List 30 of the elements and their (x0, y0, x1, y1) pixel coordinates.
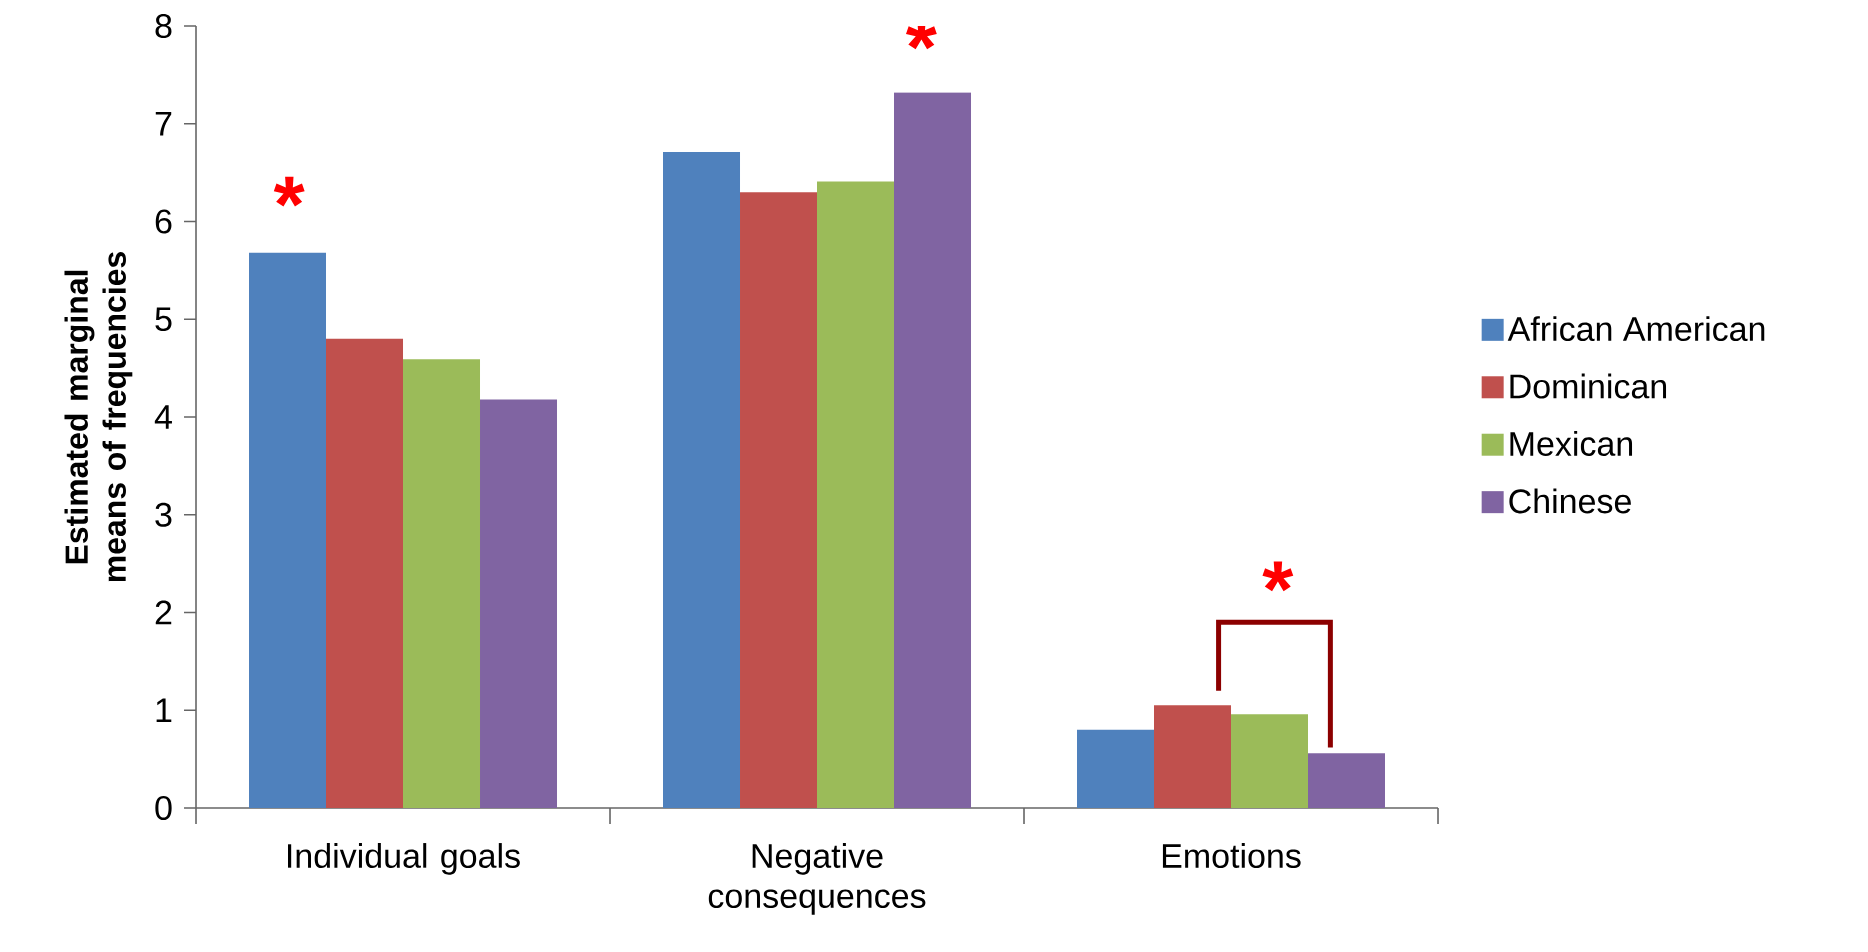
legend-label: Dominican (1510, 373, 1667, 399)
x-tick-label: Negative consequences (708, 843, 926, 915)
legend-label: African American (1507, 316, 1765, 342)
legend-label: Mexican (1510, 431, 1633, 456)
x-tick-label: Emotions (1162, 843, 1301, 869)
y-tick-label: 8 (155, 13, 172, 39)
bar (249, 252, 327, 808)
bar (403, 359, 481, 808)
y-tick-label: 3 (155, 502, 172, 527)
y-tick-label: 1 (156, 698, 172, 722)
y-tick-label: 7 (155, 112, 172, 136)
y-tick-label: 5 (155, 307, 172, 332)
y-tick-label: 0 (155, 795, 172, 821)
bar (326, 338, 404, 808)
bar (1308, 753, 1386, 808)
bar (1077, 729, 1154, 808)
bar (894, 92, 972, 808)
annotation: * (273, 176, 305, 207)
x-tick-label: Individual goals (288, 843, 520, 875)
bar (817, 181, 895, 808)
annotation: * (1262, 561, 1294, 592)
legend-label: Chinese (1509, 488, 1631, 514)
bar (740, 192, 818, 808)
y-tick-label: 6 (155, 209, 172, 234)
bar (663, 152, 741, 808)
bar (1154, 705, 1232, 808)
y-axis-title: Estimated marginal means of frequencies (64, 252, 133, 582)
bar (480, 399, 558, 808)
y-tick-label: 2 (155, 600, 172, 625)
y-tick-label: 4 (154, 405, 172, 429)
